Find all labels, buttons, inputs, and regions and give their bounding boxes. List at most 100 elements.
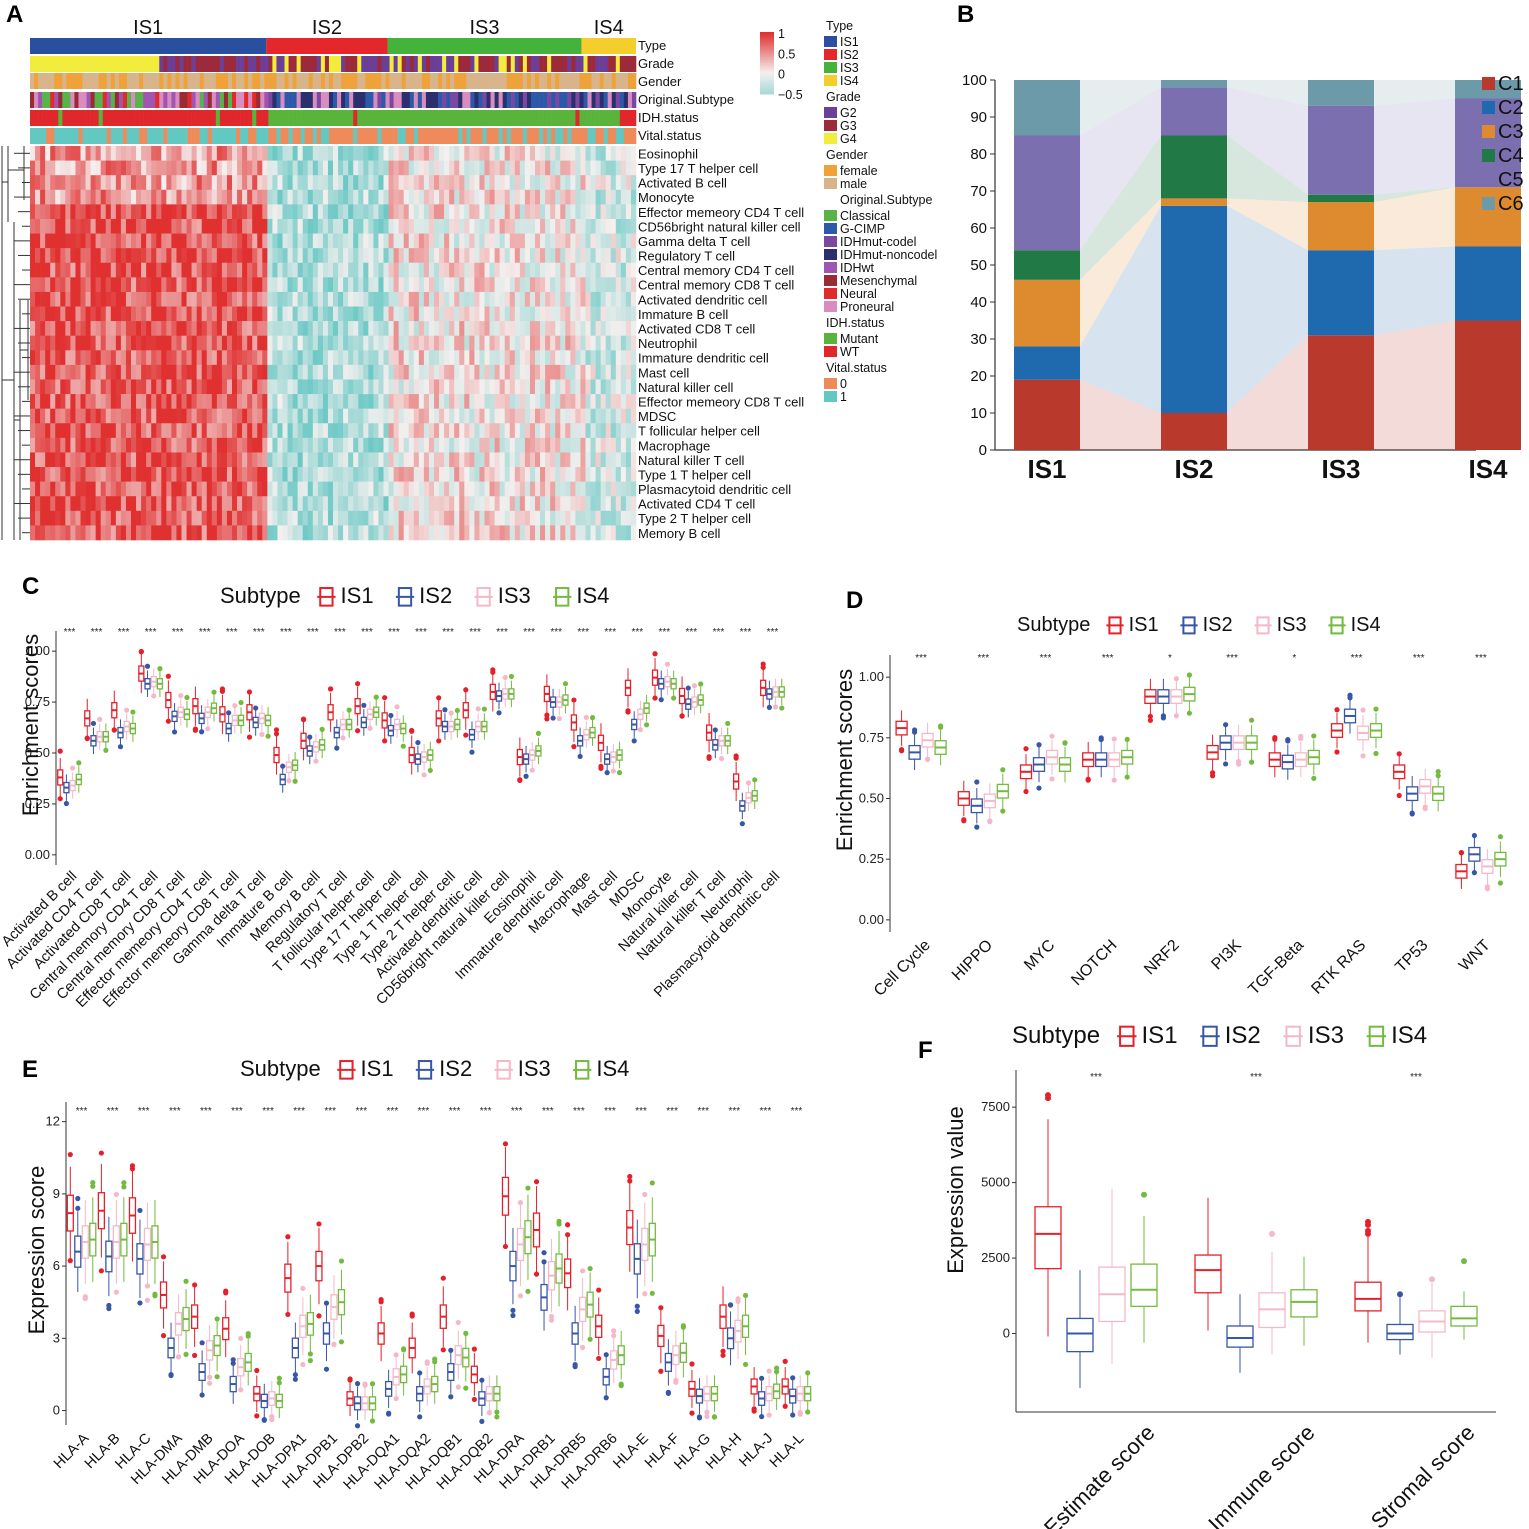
heatmap-cell bbox=[277, 277, 283, 293]
heatmap-cell bbox=[70, 204, 76, 220]
heatmap-cell bbox=[590, 437, 596, 453]
heatmap-cell bbox=[373, 204, 379, 220]
heatmap-cell bbox=[408, 364, 415, 380]
heatmap-cell bbox=[196, 408, 202, 424]
gender-annotation-cell bbox=[514, 73, 520, 89]
heatmap-cell bbox=[232, 423, 238, 439]
heatmap-cell bbox=[307, 204, 314, 220]
heatmap-cell bbox=[514, 306, 521, 322]
grade-annotation-cell bbox=[518, 56, 524, 72]
vital-annotation-cell bbox=[454, 128, 459, 144]
heatmap-cell bbox=[625, 525, 632, 541]
outlier-point bbox=[415, 739, 421, 746]
heatmap-cell bbox=[373, 467, 379, 482]
heatmap-cell bbox=[146, 160, 152, 176]
heatmap-cell bbox=[60, 423, 66, 439]
idh-annotation-cell bbox=[555, 110, 560, 126]
heatmap-cell bbox=[70, 248, 76, 264]
heatmap-cell bbox=[565, 291, 571, 307]
heatmap-cell bbox=[529, 496, 536, 512]
heatmap-cell bbox=[595, 423, 601, 439]
heatmap-cell bbox=[449, 189, 455, 205]
idh-annotation-cell bbox=[280, 110, 285, 126]
heatmap-cell bbox=[196, 248, 202, 264]
heatmap-cell bbox=[85, 277, 91, 293]
heatmap-cell bbox=[282, 262, 288, 278]
heatmap-cell bbox=[206, 218, 213, 234]
heatmap-cell bbox=[373, 233, 379, 249]
grade-annotation-cell bbox=[615, 56, 621, 72]
heatmap-cell bbox=[570, 146, 576, 161]
annotation-row-label: Grade bbox=[638, 56, 674, 71]
heatmap-cell bbox=[45, 175, 51, 191]
heatmap-cell bbox=[105, 394, 112, 409]
heatmap-cell bbox=[529, 525, 536, 541]
heatmap-cell bbox=[297, 335, 303, 351]
outlier-point bbox=[544, 712, 550, 718]
heatmap-cell bbox=[479, 496, 485, 512]
subtype-annotation-cell bbox=[203, 92, 209, 108]
heatmap-cell bbox=[378, 496, 384, 512]
gender-annotation-cell bbox=[38, 73, 43, 89]
heatmap-cell bbox=[368, 452, 374, 468]
heatmap-cell bbox=[353, 408, 359, 424]
heatmap-cell bbox=[125, 233, 132, 249]
heatmap-cell bbox=[171, 291, 177, 307]
heatmap-cell bbox=[125, 394, 132, 409]
heatmap-cell bbox=[625, 496, 632, 512]
vital-annotation-cell bbox=[474, 128, 479, 144]
heatmap-cell bbox=[171, 262, 177, 278]
heatmap-cell bbox=[509, 277, 516, 293]
idh-annotation-cell bbox=[365, 110, 370, 126]
heatmap-cell bbox=[504, 525, 511, 541]
subtype-annotation-cell bbox=[438, 92, 443, 108]
heatmap-cell bbox=[201, 335, 208, 351]
heatmap-cell bbox=[237, 437, 243, 453]
heatmap-cell bbox=[277, 233, 283, 249]
grade-annotation-cell bbox=[547, 56, 552, 72]
gender-annotation-cell bbox=[82, 73, 87, 89]
heatmap-cell bbox=[287, 262, 293, 278]
subtype-annotation-cell bbox=[260, 92, 265, 108]
heatmap-cell bbox=[610, 306, 617, 322]
heatmap-cell bbox=[605, 350, 612, 366]
heatmap-cell bbox=[388, 218, 394, 234]
heatmap-cell bbox=[449, 496, 455, 512]
heatmap-cell bbox=[40, 423, 46, 439]
idh-annotation-cell bbox=[248, 110, 253, 126]
idh-annotation-cell bbox=[324, 110, 330, 126]
legend-label-is2: IS2 bbox=[419, 583, 452, 608]
grade-annotation-cell bbox=[502, 56, 508, 72]
heatmap-cell bbox=[449, 467, 455, 482]
vital-annotation-cell bbox=[393, 128, 398, 144]
idh-annotation-cell bbox=[442, 110, 447, 126]
idh-annotation-cell bbox=[199, 110, 205, 126]
heatmap-cell bbox=[524, 423, 531, 439]
heatmap-cell bbox=[70, 189, 76, 205]
heatmap-cell bbox=[287, 467, 293, 482]
heatmap-cell bbox=[555, 335, 561, 351]
heatmap-cell bbox=[423, 233, 430, 249]
heatmap-cell bbox=[570, 364, 576, 380]
outlier-point bbox=[502, 674, 508, 681]
heatmap-cell bbox=[297, 496, 303, 512]
heatmap-cell bbox=[171, 350, 177, 366]
outlier-point bbox=[355, 681, 361, 687]
outlier-point bbox=[436, 695, 442, 701]
heatmap-cell bbox=[333, 510, 339, 526]
heatmap-cell bbox=[418, 146, 425, 161]
heatmap-cell bbox=[221, 364, 228, 380]
vital-annotation-cell bbox=[341, 128, 346, 144]
heatmap-cell bbox=[423, 350, 430, 366]
vital-annotation-cell bbox=[236, 128, 241, 144]
heatmap-cell bbox=[393, 510, 399, 526]
heatmap-cell bbox=[80, 291, 86, 307]
gender-annotation-cell bbox=[135, 73, 140, 89]
heatmap-cell bbox=[570, 437, 576, 453]
grade-annotation-cell bbox=[94, 56, 99, 72]
heatmap-cell bbox=[196, 233, 202, 249]
heatmap-cell bbox=[161, 467, 167, 482]
heatmap-cell bbox=[585, 496, 591, 512]
heatmap-cell bbox=[428, 277, 435, 293]
